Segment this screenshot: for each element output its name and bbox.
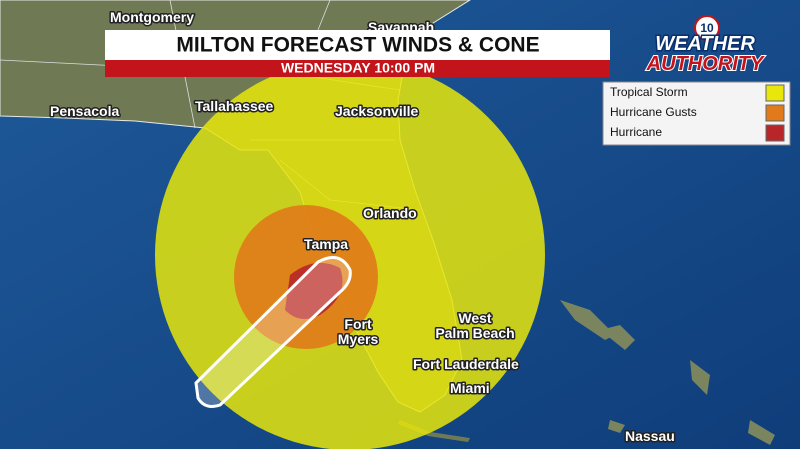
logo-line2: AUTHORITY	[646, 53, 765, 75]
legend-rows: Tropical Storm Hurricane Gusts Hurricane	[610, 84, 785, 142]
legend-swatch	[765, 124, 785, 142]
logo-badge	[694, 15, 720, 41]
city-label: Tampa	[304, 236, 348, 252]
city-label: Myers	[338, 331, 379, 347]
city-label: Fort	[344, 316, 372, 332]
city-label: Jacksonville	[335, 103, 418, 119]
title: MILTON FORECAST WINDS & CONE	[176, 34, 539, 57]
forecast-cone	[194, 256, 352, 408]
legend-box	[602, 81, 791, 146]
city-label: Montgomery	[110, 9, 194, 25]
logo-channel: 10	[700, 21, 714, 35]
bahamas	[560, 300, 775, 445]
legend: Tropical Storm Hurricane Gusts Hurricane	[602, 81, 791, 146]
city-label: Orlando	[363, 205, 417, 221]
city-label: Tallahassee	[195, 98, 274, 114]
city-label: Miami	[450, 380, 490, 396]
legend-label: Hurricane Gusts	[610, 105, 697, 119]
city-label: Nassau	[625, 428, 675, 444]
logo: 10 WEATHER AUTHORITY	[645, 15, 766, 76]
legend-label: Hurricane	[610, 125, 662, 139]
legend-swatch	[765, 84, 785, 102]
logo-line1: WEATHER	[655, 33, 755, 55]
subtitle-bar	[105, 60, 610, 77]
keys	[398, 420, 470, 442]
city-label: Pensacola	[50, 103, 119, 119]
city-label: Fort Lauderdale	[413, 356, 519, 372]
city-label: West	[458, 310, 492, 326]
title-bar	[105, 30, 610, 60]
city-label: Palm Beach	[435, 325, 514, 341]
legend-swatch	[765, 104, 785, 122]
legend-label: Tropical Storm	[610, 85, 688, 99]
subtitle: WEDNESDAY 10:00 PM	[281, 60, 435, 76]
